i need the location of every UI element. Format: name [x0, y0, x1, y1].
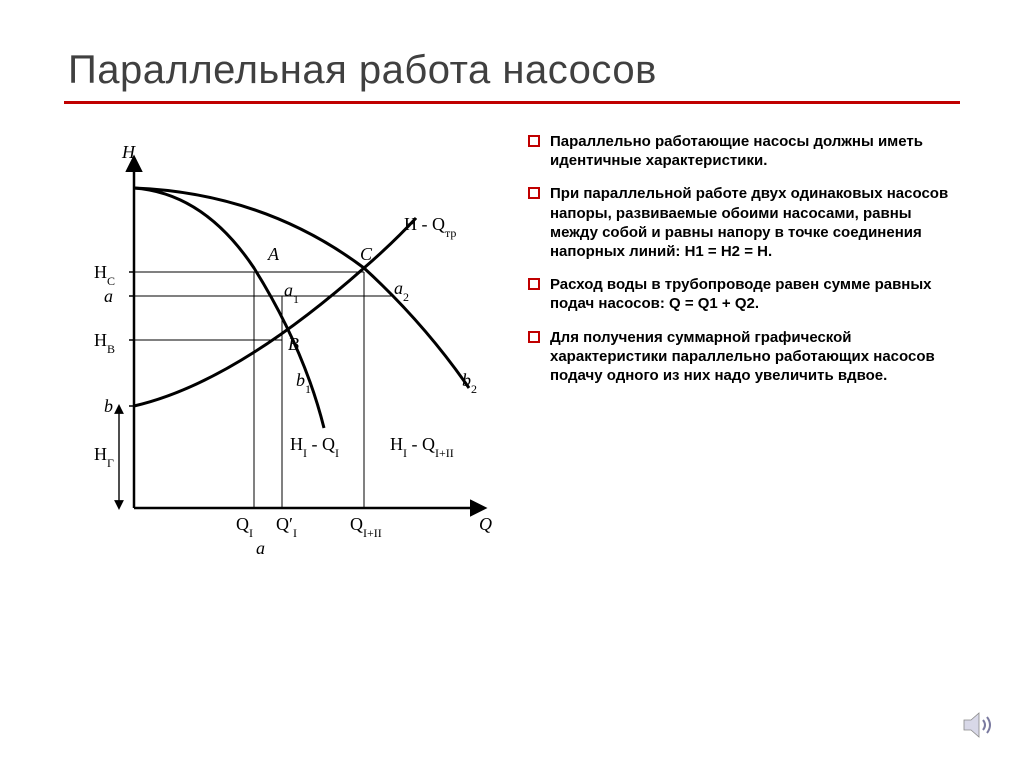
svg-text:HI - QI: HI - QI — [290, 434, 339, 460]
svg-text:HC: HC — [94, 262, 115, 288]
svg-text:QI: QI — [236, 514, 253, 540]
svg-text:b2: b2 — [462, 370, 477, 396]
svg-text:HB: HB — [94, 330, 115, 356]
bullet-text: Расход воды в трубопроводе равен сумме р… — [550, 275, 960, 313]
slide-title: Параллельная работа насосов — [64, 48, 960, 93]
svg-text:a: a — [104, 286, 113, 306]
svg-text:B: B — [288, 334, 299, 354]
svg-text:C: C — [360, 244, 373, 264]
bullet-item: Расход воды в трубопроводе равен сумме р… — [528, 275, 960, 313]
bullet-item: Параллельно работающие насосы должны име… — [528, 132, 960, 170]
bullet-item: Для получения суммарной графической хара… — [528, 328, 960, 386]
svg-text:H - Qтр: H - Qтр — [404, 214, 456, 240]
svg-text:a1: a1 — [284, 280, 299, 306]
speaker-icon — [962, 711, 996, 739]
bullet-text: Для получения суммарной графической хара… — [550, 328, 960, 386]
bullet-list: Параллельно работающие насосы должны име… — [528, 128, 960, 568]
bullet-marker — [528, 278, 540, 290]
content-row: HQHCaHBbHГQIQ′IQI+IIaACBa1a2b1b2H - QтрH… — [64, 128, 960, 568]
svg-text:b: b — [104, 396, 113, 416]
svg-text:HI - QI+II: HI - QI+II — [390, 434, 454, 460]
bullet-item: При параллельной работе двух одинаковых … — [528, 184, 960, 261]
svg-text:Q: Q — [479, 514, 492, 534]
bullet-marker — [528, 187, 540, 199]
bullet-text: Параллельно работающие насосы должны име… — [550, 132, 960, 170]
svg-text:QI+II: QI+II — [350, 514, 382, 540]
bullet-marker — [528, 135, 540, 147]
svg-text:HГ: HГ — [94, 444, 114, 470]
svg-text:a: a — [256, 538, 265, 558]
svg-text:b1: b1 — [296, 370, 311, 396]
svg-text:A: A — [267, 244, 280, 264]
svg-text:Q′I: Q′I — [276, 514, 297, 540]
bullet-text: При параллельной работе двух одинаковых … — [550, 184, 960, 261]
title-underline — [64, 101, 960, 104]
svg-text:H: H — [121, 142, 136, 162]
pump-diagram: HQHCaHBbHГQIQ′IQI+IIaACBa1a2b1b2H - QтрH… — [64, 128, 504, 568]
bullet-marker — [528, 331, 540, 343]
